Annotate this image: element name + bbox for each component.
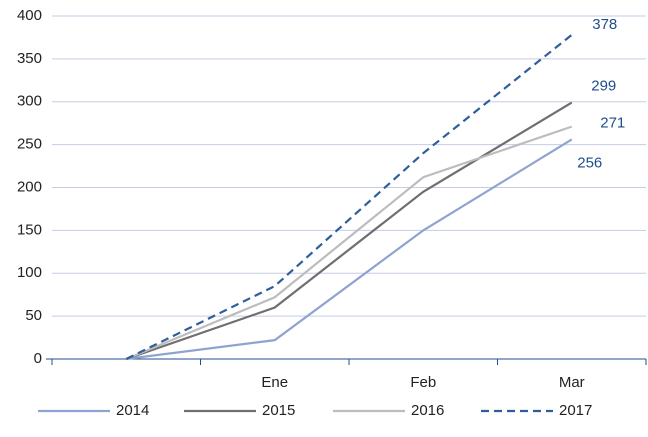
x-tick-label: Feb <box>410 374 436 391</box>
y-tick-label: 300 <box>17 93 42 110</box>
y-tick-label: 250 <box>17 136 42 153</box>
y-tick-label: 200 <box>17 178 42 195</box>
data-label: 378 <box>592 16 617 33</box>
series-line <box>125 125 573 361</box>
series-line <box>126 138 573 361</box>
legend-label: 2017 <box>559 402 592 419</box>
data-label: 271 <box>600 115 625 132</box>
y-tick-label: 50 <box>25 307 42 324</box>
y-tick-label: 400 <box>17 7 42 24</box>
data-label: 256 <box>577 154 602 171</box>
y-tick-label: 0 <box>34 350 42 367</box>
legend-label: 2014 <box>116 402 149 419</box>
legend-label: 2016 <box>411 402 444 419</box>
x-tick-label: Ene <box>261 374 288 391</box>
y-tick-label: 100 <box>17 264 42 281</box>
series-line <box>125 34 573 360</box>
legend-label: 2015 <box>262 402 295 419</box>
y-tick-label: 350 <box>17 50 42 67</box>
x-tick-label: Mar <box>559 374 585 391</box>
series-line <box>125 101 573 361</box>
y-tick-label: 150 <box>17 221 42 238</box>
data-label: 299 <box>591 78 616 95</box>
